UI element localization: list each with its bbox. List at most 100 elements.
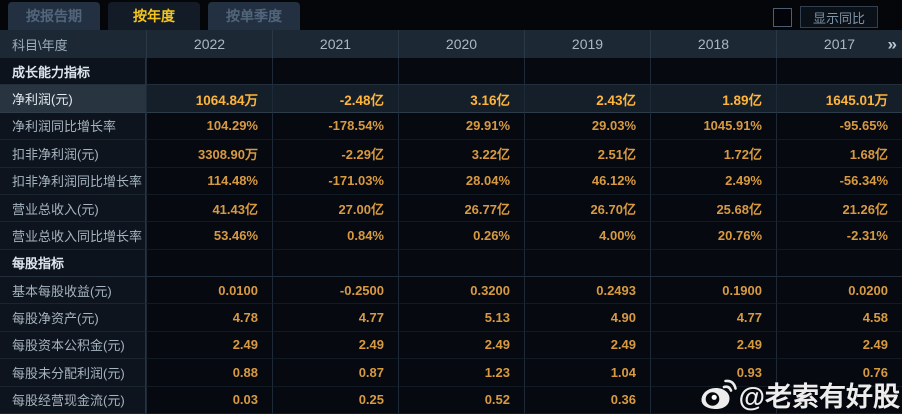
tab-by-year[interactable]: 按年度 [108,2,200,30]
data-cell: 104.29% [146,112,272,141]
data-cell: 4.77 [272,304,398,332]
row-label: 基本每股收益(元) [0,277,146,305]
table-header-corner: 科目\年度 [12,37,68,53]
data-cell: -95.65% [776,112,902,141]
data-cell [524,249,650,277]
data-cell: 26.77亿 [398,194,524,223]
table-row-basic-eps[interactable]: 基本每股收益(元) 0.0100 -0.2500 0.3200 0.2493 0… [0,277,902,305]
data-cell: 0.26% [398,222,524,250]
data-cell: 3.16亿 [398,85,524,113]
data-cell: 1064.84万 [146,85,272,113]
show-yoy-checkbox[interactable] [772,7,792,27]
data-cell: 0.1900 [650,277,776,305]
data-cell: 0.93 [650,359,776,387]
table-row-operating-cashflow-per-share[interactable]: 每股经营现金流(元) 0.03 0.25 0.52 0.36 [0,386,902,414]
year-header-2020[interactable]: 2020 [398,30,524,58]
row-label: 每股经营现金流(元) [0,386,146,414]
table-row-total-revenue[interactable]: 营业总收入(元) 41.43亿 27.00亿 26.77亿 26.70亿 25.… [0,194,902,223]
table-row-net-assets-per-share[interactable]: 每股净资产(元) 4.78 4.77 5.13 4.90 4.77 4.58 [0,304,902,332]
data-cell [524,58,650,86]
section-title: 每股指标 [0,249,146,277]
data-cell: 2.49% [650,167,776,195]
data-cell [650,249,776,277]
table-row-deducted-net-profit-yoy[interactable]: 扣非净利润同比增长率 114.48% -171.03% 28.04% 46.12… [0,167,902,195]
data-cell: 27.00亿 [272,194,398,223]
data-cell [776,249,902,277]
year-header-2021[interactable]: 2021 [272,30,398,58]
yoy-controls: 显示同比 [772,6,878,28]
table-row-deducted-net-profit[interactable]: 扣非净利润(元) 3308.90万 -2.29亿 3.22亿 2.51亿 1.7… [0,140,902,168]
row-label: 净利润同比增长率 [0,112,146,141]
data-cell: 0.87 [272,359,398,387]
data-cell: -171.03% [272,167,398,195]
chevron-double-right-icon[interactable]: » [887,34,897,54]
data-cell: 28.04% [398,167,524,195]
year-header-2019[interactable]: 2019 [524,30,650,58]
data-cell: 25.68亿 [650,194,776,223]
data-cell: 21.26亿 [776,194,902,223]
data-cell [272,58,398,86]
row-label: 净利润(元) [0,85,146,113]
section-title: 成长能力指标 [0,58,146,86]
data-cell: 2.43亿 [524,85,650,113]
year-header-2018[interactable]: 2018 [650,30,776,58]
data-cell: 41.43亿 [146,194,272,223]
row-label: 扣非净利润同比增长率 [0,167,146,195]
data-cell: 53.46% [146,222,272,250]
data-cell: -2.31% [776,222,902,250]
data-cell: 20.76% [650,222,776,250]
data-cell: 4.78 [146,304,272,332]
tab-by-single-quarter[interactable]: 按单季度 [208,2,300,30]
data-cell: 114.48% [146,167,272,195]
data-cell: 0.88 [146,359,272,387]
row-label: 营业总收入同比增长率 [0,222,146,250]
data-cell: 1.68亿 [776,140,902,168]
data-cell: 1645.01万 [776,85,902,113]
data-cell: 1045.91% [650,112,776,141]
table-row-undistributed-profit-per-share[interactable]: 每股未分配利润(元) 0.88 0.87 1.23 1.04 0.93 0.76 [0,359,902,387]
data-cell: 1.04 [524,359,650,387]
data-cell: 3308.90万 [146,140,272,168]
data-cell: 2.49 [650,331,776,360]
data-cell [398,249,524,277]
row-label: 每股净资产(元) [0,304,146,332]
data-cell: 46.12% [524,167,650,195]
row-label: 每股未分配利润(元) [0,359,146,387]
show-yoy-label[interactable]: 显示同比 [799,6,878,28]
data-cell: 2.49 [398,331,524,360]
data-cell: 0.52 [398,386,524,414]
data-cell: 2.49 [272,331,398,360]
data-cell [272,249,398,277]
table-row-capital-reserve-per-share[interactable]: 每股资本公积金(元) 2.49 2.49 2.49 2.49 2.49 2.49 [0,331,902,360]
data-cell [776,386,902,414]
data-cell: 1.72亿 [650,140,776,168]
data-cell: 0.03 [146,386,272,414]
data-cell: 2.49 [146,331,272,360]
data-cell [398,58,524,86]
table-row-net-profit[interactable]: 净利润(元) 1064.84万 -2.48亿 3.16亿 2.43亿 1.89亿… [0,85,902,113]
data-cell: 4.77 [650,304,776,332]
data-cell: 5.13 [398,304,524,332]
year-header-label: 2017 [823,36,856,52]
year-header-2022[interactable]: 2022 [146,30,272,58]
data-cell: -0.2500 [272,277,398,305]
data-cell: 0.36 [524,386,650,414]
table-row-total-revenue-yoy[interactable]: 营业总收入同比增长率 53.46% 0.84% 0.26% 4.00% 20.7… [0,222,902,250]
table-header-row: 科目\年度 2022 2021 2020 2019 2018 2017 » [0,30,902,58]
data-cell [650,386,776,414]
data-cell: 4.90 [524,304,650,332]
data-cell: 1.23 [398,359,524,387]
data-cell: 0.2493 [524,277,650,305]
tab-by-report-period[interactable]: 按报告期 [8,2,100,30]
data-cell: 3.22亿 [398,140,524,168]
data-cell [146,58,272,86]
data-cell [776,58,902,86]
table-row-net-profit-yoy[interactable]: 净利润同比增长率 104.29% -178.54% 29.91% 29.03% … [0,112,902,141]
data-cell [650,58,776,86]
year-header-2017[interactable]: 2017 » [776,30,902,58]
table-row-section-per-share: 每股指标 [0,249,902,277]
data-cell: 1.89亿 [650,85,776,113]
data-cell: 2.49 [524,331,650,360]
data-cell: -178.54% [272,112,398,141]
